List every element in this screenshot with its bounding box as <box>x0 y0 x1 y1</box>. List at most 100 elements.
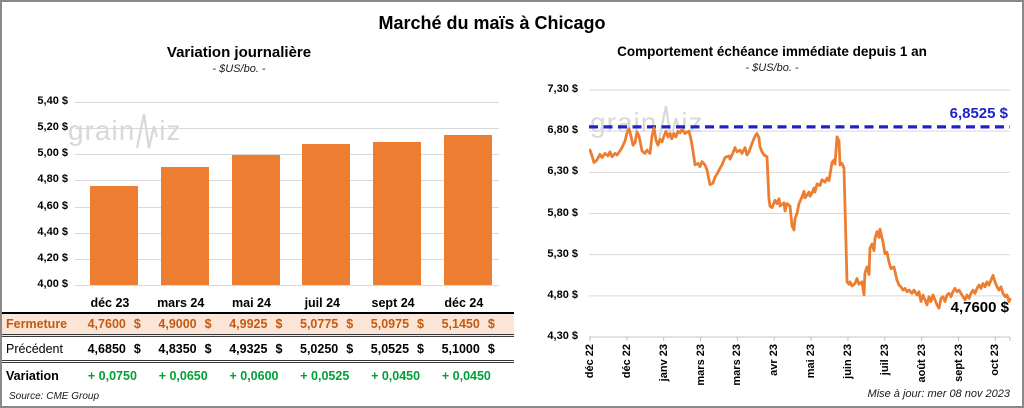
gridline <box>75 206 499 208</box>
cell-value: 4,6850 <box>87 341 126 356</box>
watermark-text: iz <box>159 115 182 146</box>
x-tick-label: avr 23 <box>768 344 781 376</box>
y-tick-label: 5,30 $ <box>547 247 578 260</box>
table-row-label: Précédent <box>6 341 63 356</box>
table-cell: 4,7600 $ <box>79 317 150 331</box>
gridline <box>75 232 499 234</box>
cell-value: + 0,0650 <box>158 369 208 383</box>
x-tick-label: déc 22 <box>584 344 596 379</box>
x-tick-label: déc 22 <box>620 344 633 379</box>
cell-value: 5,1450 <box>441 317 480 331</box>
futures-table: déc 23 mars 24 mai 24 juil 24 sept 24 déc 24 F… <box>2 293 514 389</box>
updated-note: Mise à jour: mer 08 nov 2023 <box>867 388 1010 400</box>
gridline <box>75 180 499 182</box>
table-cell: 4,8350 $ <box>150 342 221 356</box>
table-cell: 5,1450 $ <box>433 317 504 331</box>
y-tick-label: 5,20 $ <box>37 121 68 134</box>
table-row-precedent: Précédent 4,6850 $4,8350 $4,9325 $5,0250 $5,0… <box>2 337 514 363</box>
bar <box>231 155 280 285</box>
cell-value: 4,8350 <box>158 341 197 356</box>
y-tick-label: 7,30 $ <box>547 83 578 95</box>
table-cell: 5,0975 $ <box>362 317 433 331</box>
table-col-header: juil 24 <box>304 295 340 310</box>
bar <box>160 167 209 285</box>
cell-value: 5,0250 <box>300 341 339 356</box>
currency-sign: $ <box>487 341 495 356</box>
cell-value: + 0,0525 <box>300 369 350 383</box>
table-cell: 5,0775 $ <box>291 317 362 331</box>
price-line <box>589 126 1012 310</box>
cell-value: + 0,0450 <box>441 369 491 383</box>
y-tick-label: 5,80 $ <box>547 206 578 219</box>
currency-sign: $ <box>204 341 212 356</box>
y-tick-label: 4,00 $ <box>37 278 68 290</box>
line-chart-subtitle: - $US/bo. - <box>745 62 799 74</box>
table-cell: 4,6850 $ <box>79 342 150 356</box>
grainwiz-watermark: grain iz <box>590 102 704 144</box>
x-tick-label: mars 23 <box>694 344 707 386</box>
currency-sign: $ <box>346 341 354 356</box>
cell-value: 5,0975 <box>370 317 410 331</box>
y-tick-label: 6,80 $ <box>547 124 578 137</box>
y-tick-label: 4,80 $ <box>547 288 578 301</box>
table-row-fermeture: Fermeture 4,7600 $4,9000 $4,9925 $5,0775 $5,0… <box>2 314 514 337</box>
table-row-label: Variation <box>6 369 59 383</box>
source-note: Source: CME Group <box>9 391 100 402</box>
currency-sign: $ <box>487 317 495 331</box>
gridline <box>75 154 499 156</box>
gridline <box>75 128 499 130</box>
y-tick-label: 4,80 $ <box>37 173 68 186</box>
watermark-zigzag-icon <box>658 105 681 141</box>
line-chart-title: Comportement échéance immédiate depuis 1… <box>617 44 927 59</box>
y-tick-label: 5,40 $ <box>37 95 68 107</box>
y-tick-label: 4,40 $ <box>37 225 68 238</box>
table-cell: + 0,0650 <box>150 369 221 383</box>
y-tick-label: 4,30 $ <box>547 330 578 342</box>
watermark-text: grain <box>68 115 136 146</box>
cell-value: 5,0525 <box>370 341 410 356</box>
cell-value: 4,9000 <box>158 317 197 331</box>
table-col-header: mars 24 <box>157 295 205 310</box>
x-tick-label: mai 23 <box>805 344 818 379</box>
x-tick-label: janv 23 <box>657 344 670 382</box>
cell-value: 4,9325 <box>229 341 268 356</box>
x-tick-label: mars 23 <box>731 344 744 386</box>
cell-value: 4,7600 <box>87 317 126 331</box>
cell-value: + 0,0450 <box>371 369 421 383</box>
y-tick-label: 6,30 $ <box>547 165 578 178</box>
currency-sign: $ <box>133 317 141 331</box>
table-col-header: sept 24 <box>371 295 415 310</box>
watermark-text: grain <box>590 107 658 138</box>
grainwiz-watermark: grain iz <box>68 110 182 152</box>
cell-value: 5,1000 <box>441 341 480 356</box>
table-row-label: Fermeture <box>6 317 68 331</box>
table-col-header: déc 24 <box>444 295 484 310</box>
table-cell: 5,1000 $ <box>433 342 504 356</box>
table-cell: + 0,0750 <box>79 369 150 383</box>
table-cell: 5,0525 $ <box>362 342 433 356</box>
reference-line-label: 6,8525 $ <box>949 105 1008 122</box>
x-tick-label: juin 23 <box>841 344 854 379</box>
currency-sign: $ <box>133 341 141 356</box>
currency-sign: $ <box>275 317 283 331</box>
y-tick-label: 5,00 $ <box>37 147 68 160</box>
cell-value: 4,9925 <box>229 317 268 331</box>
table-row-variation: Variation + 0,0750 + 0,0650 + 0,0600 + 0,052… <box>2 363 514 389</box>
table-cell: 5,0250 $ <box>291 342 362 356</box>
table-col-header: mai 24 <box>232 295 271 310</box>
bar-chart-subtitle: - $US/bo. - <box>212 63 266 75</box>
currency-sign: $ <box>417 341 424 356</box>
table-cell: + 0,0600 <box>221 369 292 383</box>
currency-sign: $ <box>204 317 212 331</box>
table-cell: 4,9925 $ <box>221 317 292 331</box>
table-cell: 4,9325 $ <box>221 342 292 356</box>
watermark-zigzag-icon <box>136 113 159 149</box>
bar <box>373 141 422 285</box>
last-value-label: 4,7600 $ <box>950 299 1009 316</box>
line-chart-plot <box>589 89 1012 341</box>
table-header-row: déc 23 mars 24 mai 24 juil 24 sept 24 déc 24 <box>2 293 514 314</box>
bar-chart-title: Variation journalière <box>166 44 312 61</box>
watermark-text: iz <box>681 107 704 138</box>
y-tick-label: 4,20 $ <box>37 251 68 264</box>
